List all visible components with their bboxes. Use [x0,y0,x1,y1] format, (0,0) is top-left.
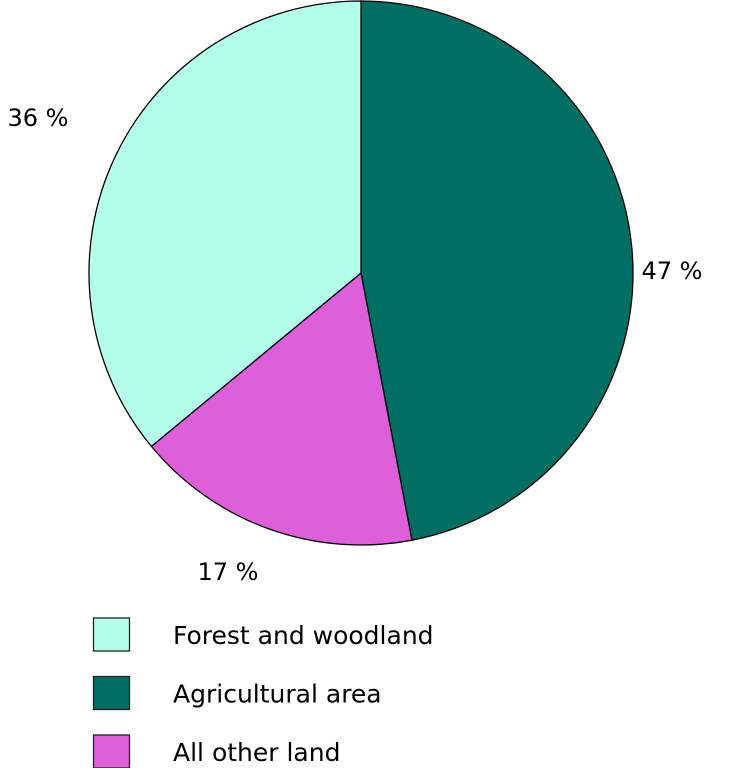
data-label-all-other-land: 17 % [198,558,259,586]
legend-label-agricultural-area: Agricultural area [173,680,382,709]
legend-swatch-agricultural-area [92,675,131,711]
pie-slice-all-other-land [150,271,413,546]
data-label-agricultural-area: 47 % [642,257,703,285]
legend-swatch-all-other-land [92,734,131,768]
legend-label-forest-and-woodland: Forest and woodland [173,621,434,650]
data-label-forest-and-woodland: 36 % [8,104,69,132]
pie-slice-agricultural-area [360,0,634,541]
legend-swatch-forest-and-woodland [92,617,131,652]
pie-slice-forest-and-woodland [88,0,362,448]
legend-label-all-other-land: All other land [173,738,340,767]
